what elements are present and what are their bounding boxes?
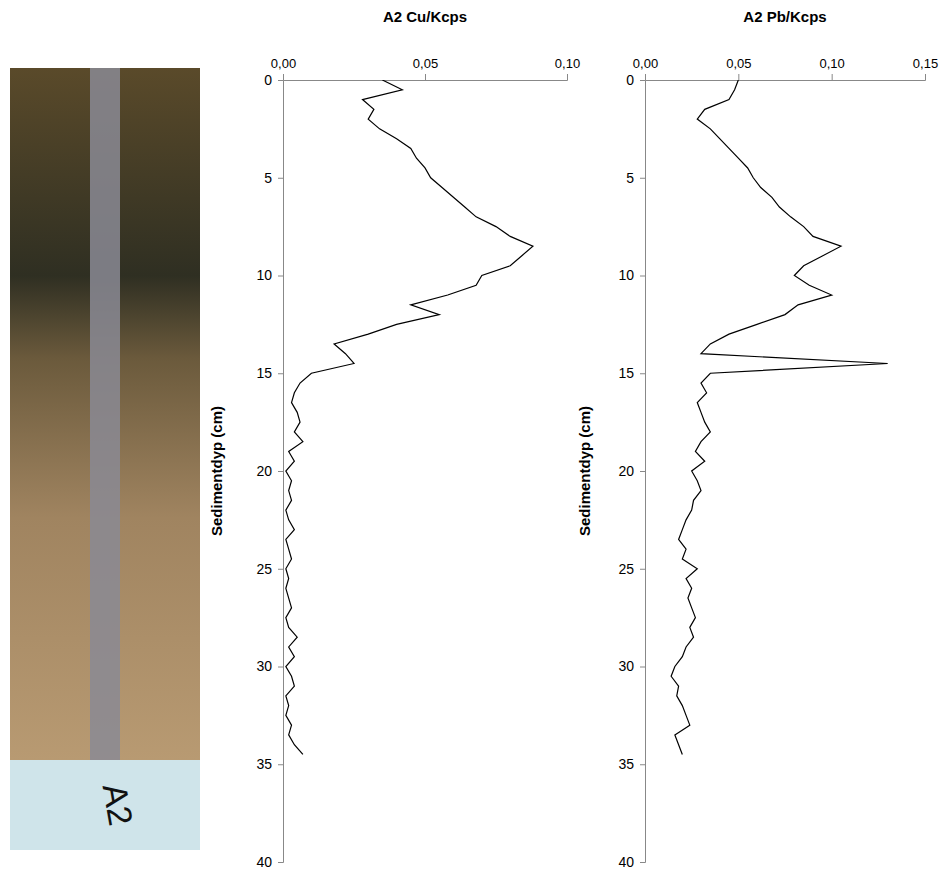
plot-area: [286, 80, 533, 754]
core-photo: A2: [10, 68, 200, 850]
tick-mark: [645, 74, 646, 80]
tick-label: 10: [256, 267, 272, 283]
tick-label: 40: [618, 854, 634, 870]
tick-label: 0: [626, 72, 634, 88]
tick: 20: [618, 463, 645, 479]
tick-mark: [283, 74, 284, 80]
axis-line: [646, 74, 926, 81]
tick-label: 5: [626, 170, 634, 186]
value-axis: 0,00 0,05 0,10: [271, 56, 580, 81]
tick: 0,10: [820, 56, 845, 80]
chart-panel: 0,00 0,05 0,10 0 5 10 15 20 25 30 35 40 A2 Cu/Kcps Se…: [208, 8, 580, 870]
tick: 40: [256, 854, 283, 870]
tick-label: 35: [256, 756, 272, 772]
tick-label: 5: [264, 170, 272, 186]
tick-label: 15: [618, 365, 634, 381]
tick-mark: [278, 569, 283, 570]
core-label: A2: [96, 781, 141, 829]
tick-mark: [925, 74, 926, 80]
data-line: [671, 80, 888, 754]
tick-mark: [640, 569, 645, 570]
tick-label: 35: [618, 756, 634, 772]
tick: 25: [618, 561, 645, 577]
core-tube: [90, 68, 120, 760]
tick-mark: [640, 80, 645, 81]
tick-mark: [640, 471, 645, 472]
tick-label: 20: [256, 463, 272, 479]
chart-panel: 0,00 0,05 0,10 0,15 0 5 10 15 20 25 30 35 40 A2 Pb/Kc…: [576, 8, 938, 870]
tick: 35: [256, 756, 283, 772]
axis-line: [278, 81, 284, 863]
axis-line: [640, 81, 646, 863]
tick-mark: [278, 276, 283, 277]
tick: 0,05: [726, 56, 751, 80]
core-tape: [10, 760, 200, 850]
tick: 0,00: [271, 56, 296, 80]
axis-title: A2 Pb/Kcps: [743, 8, 826, 25]
axis-line: [284, 74, 568, 81]
axis-title: Sedimentdyp (cm): [208, 406, 225, 536]
tick-label: 0,10: [820, 56, 845, 71]
tick: 25: [256, 561, 283, 577]
tick-label: 0,10: [555, 56, 580, 71]
plot-area: [671, 80, 888, 754]
tick-label: 0,00: [271, 56, 296, 71]
tick: 0,00: [633, 56, 658, 80]
tick-label: 30: [618, 658, 634, 674]
tick-label: 0: [264, 72, 272, 88]
tick-mark: [738, 74, 739, 80]
tick: 10: [618, 267, 645, 283]
tick-label: 0,05: [726, 56, 751, 71]
depth-axis: 0 5 10 15 20 25 30 35 40: [256, 72, 283, 870]
tick-mark: [640, 373, 645, 374]
tick-mark: [278, 667, 283, 668]
tick: 0: [626, 72, 645, 88]
axis-title: A2 Cu/Kcps: [383, 8, 467, 25]
tick-mark: [278, 764, 283, 765]
tick-label: 20: [618, 463, 634, 479]
tick: 15: [618, 365, 645, 381]
tick: 35: [618, 756, 645, 772]
tick: 30: [256, 658, 283, 674]
tick: 0,05: [413, 56, 438, 80]
tick-mark: [278, 862, 283, 863]
tick: 15: [256, 365, 283, 381]
tick-mark: [425, 74, 426, 80]
tick: 5: [264, 170, 283, 186]
axis-title: Sedimentdyp (cm): [576, 406, 593, 536]
tick-mark: [832, 74, 833, 80]
tick-label: 25: [256, 561, 272, 577]
tick: 40: [618, 854, 645, 870]
figure: A2 0,00 0,05 0,10 0 5 10 15 20 25 30 35 40 A2 Cu/Kcps…: [0, 0, 951, 874]
tick-mark: [640, 178, 645, 179]
tick-label: 0,05: [413, 56, 438, 71]
tick: 0,10: [555, 56, 580, 80]
tick-mark: [278, 178, 283, 179]
tick: 30: [618, 658, 645, 674]
tick-label: 0,15: [913, 56, 938, 71]
core-sediment: [10, 68, 200, 760]
tick-label: 40: [256, 854, 272, 870]
data-line: [286, 80, 533, 754]
depth-axis: 0 5 10 15 20 25 30 35 40: [618, 72, 645, 870]
tick-mark: [640, 667, 645, 668]
tick: 0,15: [913, 56, 938, 80]
tick: 20: [256, 463, 283, 479]
tick-mark: [278, 80, 283, 81]
tick: 10: [256, 267, 283, 283]
tick-mark: [278, 373, 283, 374]
tick-mark: [567, 74, 568, 80]
tick-label: 30: [256, 658, 272, 674]
tick: 5: [626, 170, 645, 186]
tick-mark: [640, 862, 645, 863]
tick-label: 15: [256, 365, 272, 381]
tick-mark: [278, 471, 283, 472]
tick-mark: [640, 764, 645, 765]
tick-mark: [640, 276, 645, 277]
tick: 0: [264, 72, 283, 88]
tick-label: 10: [618, 267, 634, 283]
tick-label: 25: [618, 561, 634, 577]
tick-label: 0,00: [633, 56, 658, 71]
value-axis: 0,00 0,05 0,10 0,15: [633, 56, 938, 81]
